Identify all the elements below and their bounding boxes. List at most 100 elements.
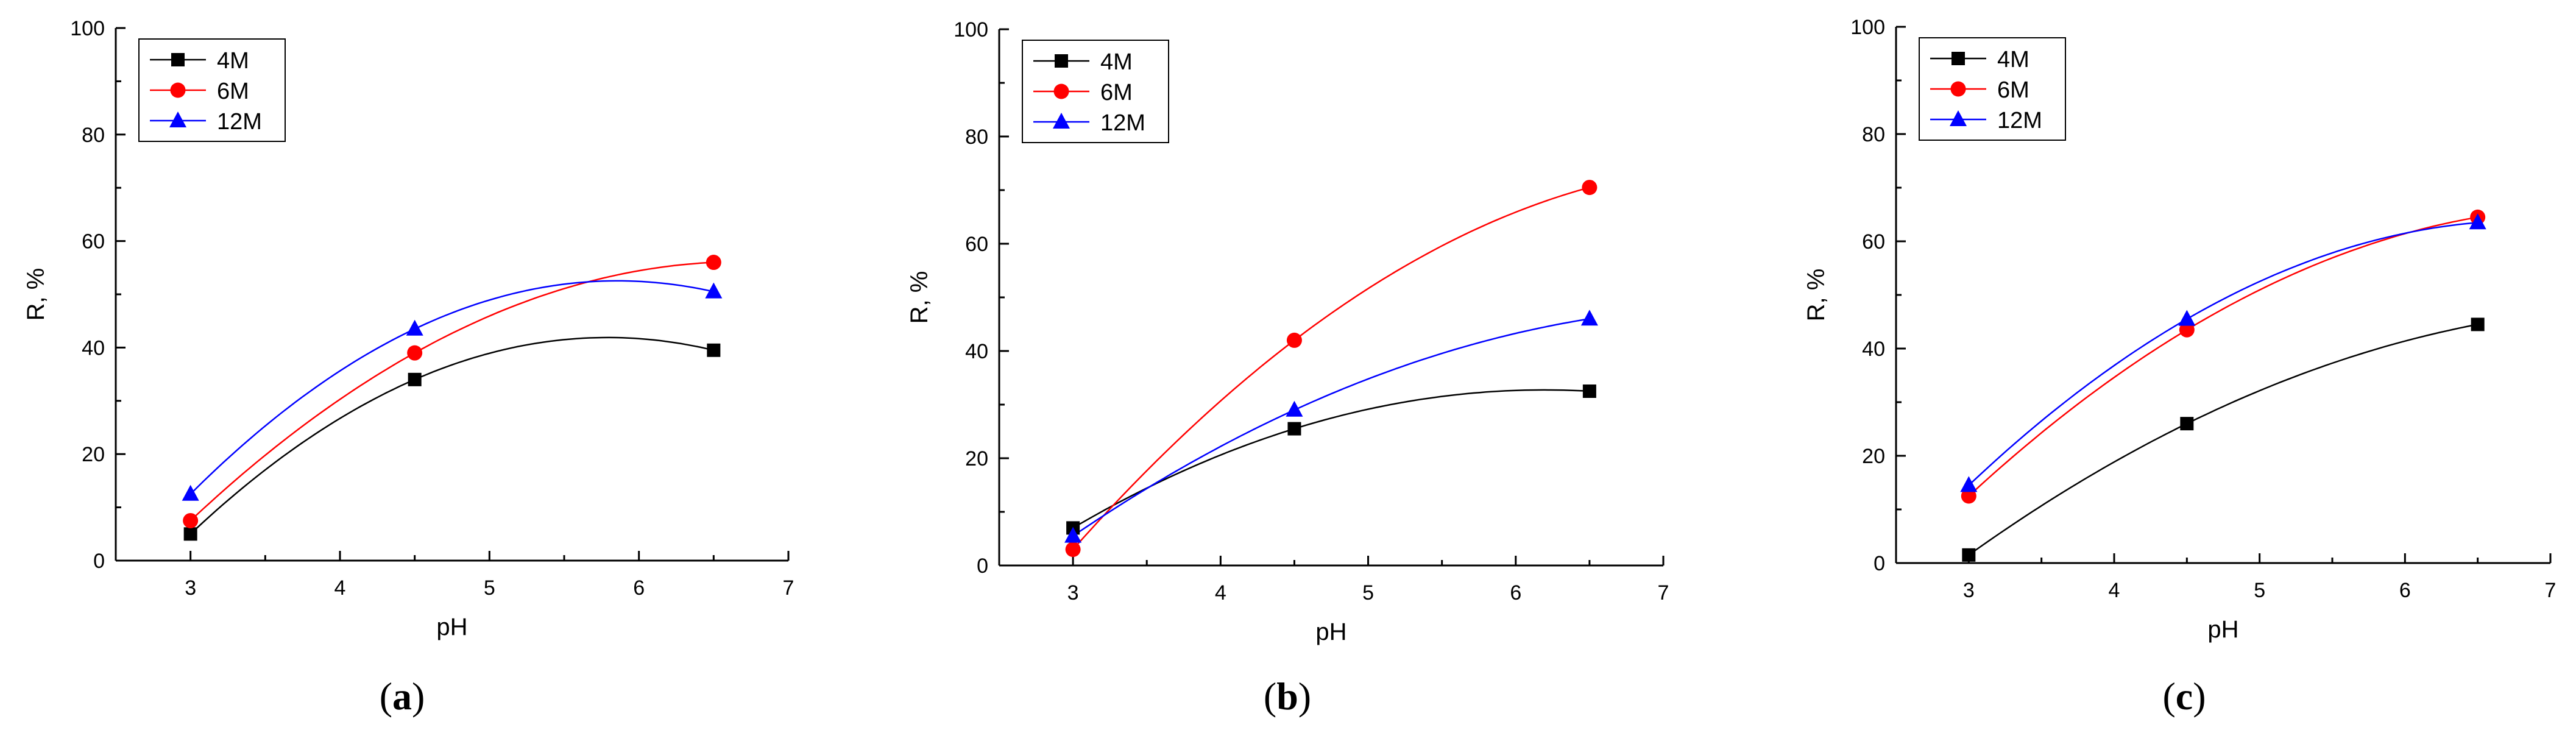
data-point-6M (2179, 322, 2195, 338)
panel-caption: (a) (380, 675, 425, 718)
y-tick-label: 100 (70, 17, 105, 40)
legend-label: 6M (217, 79, 249, 104)
x-axis-title: pH (436, 614, 467, 640)
caption-close: ) (2193, 675, 2206, 718)
data-point-4M (183, 527, 197, 541)
caption-open: ( (380, 675, 392, 718)
y-tick-label: 60 (965, 233, 988, 256)
caption-letter: c (2176, 675, 2193, 718)
legend-label: 12M (1997, 108, 2042, 133)
legend-label: 12M (217, 109, 262, 135)
y-tick-label: 60 (82, 230, 105, 253)
x-tick-label: 6 (1510, 581, 1521, 604)
caption-open: ( (2162, 675, 2175, 718)
x-tick-label: 5 (1362, 581, 1374, 604)
legend-marker-4M (1951, 52, 1965, 65)
fit-line-6M (1968, 216, 2478, 497)
legend-marker-6M (170, 82, 186, 98)
y-axis-title: R, % (1803, 269, 1830, 322)
y-tick-label: 40 (82, 336, 105, 360)
fit-line-4M (1072, 389, 1590, 529)
data-point-6M (1286, 332, 1302, 348)
legend-label: 4M (1997, 47, 2029, 73)
data-point-12M (2469, 213, 2486, 230)
data-point-4M (707, 343, 721, 357)
legend-label: 6M (1997, 77, 2029, 103)
y-tick-label: 0 (1874, 552, 1885, 575)
legend: 4M 6M 12M (1919, 37, 2066, 141)
data-point-4M (1287, 422, 1301, 436)
legend-marker-12M (1950, 110, 1967, 126)
y-tick-label: 20 (1862, 445, 1885, 468)
fit-line-6M (189, 261, 714, 522)
legend-label: 6M (1100, 80, 1133, 105)
y-tick-label: 100 (954, 18, 988, 41)
legend-marker-12M (169, 112, 186, 127)
data-point-12M (406, 319, 423, 336)
data-point-12M (1286, 400, 1303, 417)
fit-line-12M (189, 280, 714, 495)
x-tick-label: 6 (633, 576, 645, 600)
x-tick-label: 4 (1215, 581, 1226, 604)
x-tick-label: 5 (484, 576, 495, 600)
x-axis-title: pH (1315, 618, 1346, 645)
y-tick-label: 80 (965, 126, 988, 149)
data-point-12M (1064, 526, 1082, 543)
x-tick-label: 3 (1963, 579, 1975, 602)
fit-line-4M (1968, 324, 2478, 556)
x-tick-label: 3 (185, 576, 196, 600)
y-tick-label: 80 (1862, 123, 1885, 146)
y-tick-label: 80 (82, 124, 105, 147)
y-tick-label: 40 (1862, 338, 1885, 361)
legend-marker-4M (171, 53, 185, 66)
data-point-4M (408, 372, 422, 386)
x-tick-label: 7 (2545, 579, 2557, 602)
x-tick-label: 3 (1067, 581, 1079, 604)
caption-open: ( (1264, 675, 1276, 718)
x-tick-label: 4 (2109, 579, 2120, 602)
y-tick-label: 20 (82, 443, 105, 466)
fit-line-12M (1968, 221, 2478, 486)
caption-close: ) (1298, 675, 1311, 718)
y-axis-title: R, % (23, 268, 49, 321)
legend: 4M 6M 12M (1022, 40, 1169, 143)
data-point-6M (1961, 488, 1976, 504)
x-axis-title: pH (2207, 616, 2238, 643)
caption-letter: a (392, 675, 412, 718)
data-point-4M (1962, 548, 1976, 562)
data-point-6M (183, 512, 199, 528)
data-point-6M (1582, 180, 1598, 196)
fit-line-12M (1072, 317, 1590, 537)
y-tick-label: 100 (1850, 16, 1885, 39)
y-axis-title: R, % (906, 271, 933, 324)
data-point-6M (407, 345, 423, 361)
fit-line-4M (189, 336, 714, 535)
chart-panel-c: 0 20 40 60 80 100 3 4 5 6 7 pH R, % 4M 6M 12M (c) (1803, 16, 2556, 718)
x-tick-label: 4 (334, 576, 346, 600)
chart-panel-b: 0 20 40 60 80 100 3 4 5 6 7 pH R, % 4M 6M 12M (b) (906, 18, 1669, 718)
data-point-6M (706, 255, 721, 271)
y-tick-label: 0 (93, 550, 105, 573)
legend-marker-12M (1053, 113, 1070, 129)
fit-line-6M (1072, 186, 1590, 550)
data-point-4M (2471, 317, 2485, 331)
y-tick-label: 40 (965, 340, 988, 363)
x-tick-label: 5 (2254, 579, 2265, 602)
x-tick-label: 6 (2399, 579, 2411, 602)
legend-marker-6M (1053, 83, 1069, 99)
legend-label: 12M (1100, 110, 1145, 136)
legend-label: 4M (1100, 49, 1133, 75)
data-point-12M (182, 484, 199, 501)
x-tick-label: 7 (1658, 581, 1669, 604)
panel-caption: (b) (1264, 675, 1311, 718)
data-point-12M (1960, 476, 1978, 492)
y-tick-label: 20 (965, 447, 988, 470)
panel-caption: (c) (2162, 675, 2206, 718)
data-point-12M (705, 282, 723, 299)
x-tick-label: 7 (783, 576, 794, 600)
legend-marker-4M (1055, 54, 1068, 68)
legend: 4M 6M 12M (138, 38, 286, 142)
chart-panel-a: 0 20 40 60 80 100 3 4 5 6 7 pH R, % 4M 6M 12M (a) (23, 17, 794, 718)
y-tick-label: 60 (1862, 230, 1885, 253)
data-point-4M (1582, 384, 1596, 398)
